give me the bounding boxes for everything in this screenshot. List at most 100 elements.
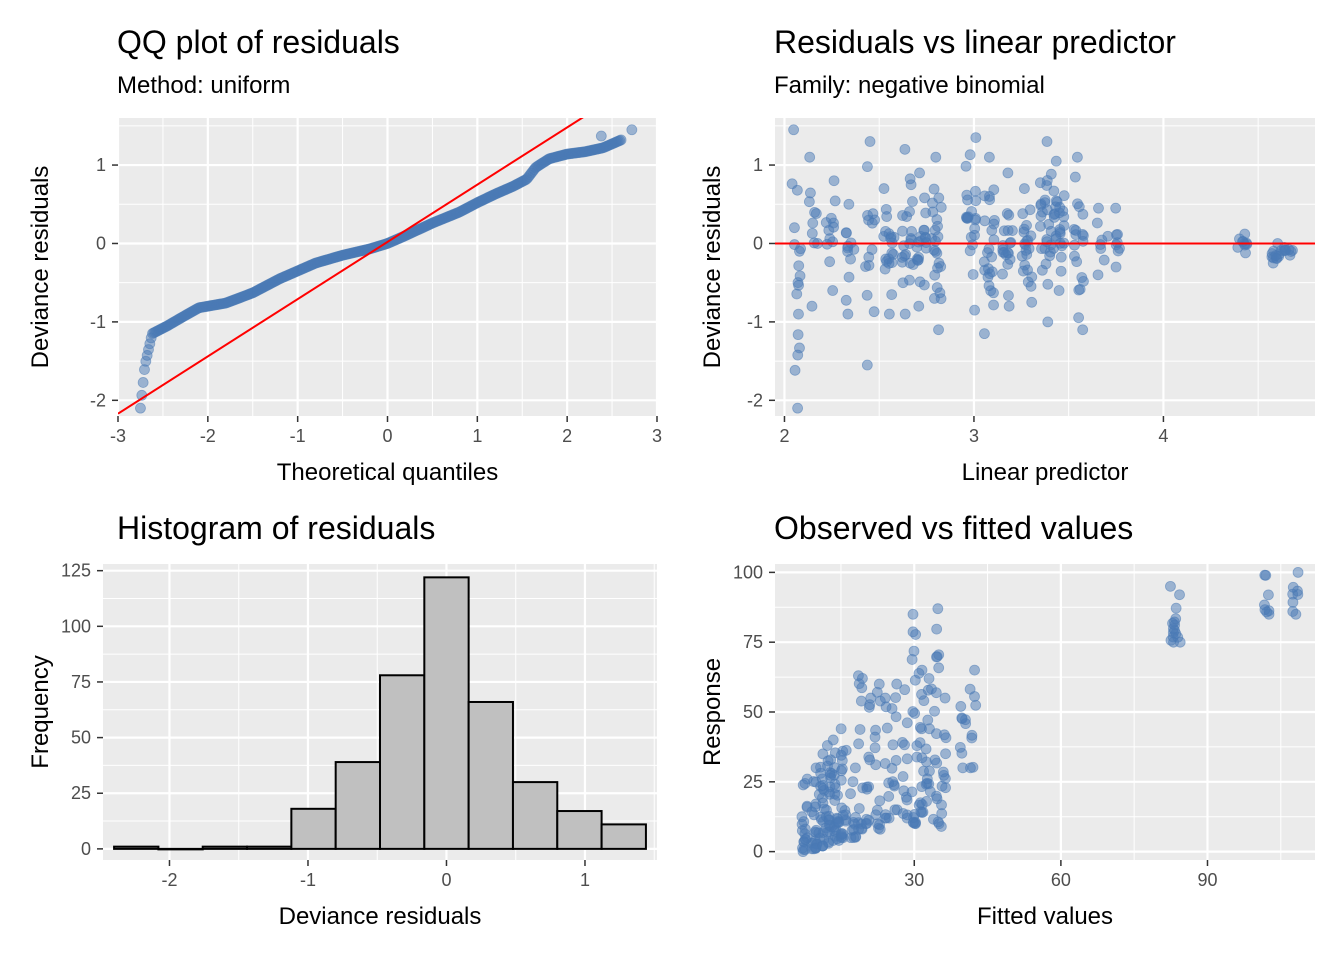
resid-vs-lp-point (933, 324, 944, 336)
obs-vs-fit-point (854, 724, 866, 735)
resid-vs-lp-svg: 2 3 4 -2 -1 0 1 Linear predictor Deviance residu… (699, 118, 1315, 486)
resid-vs-lp-point (1058, 190, 1070, 202)
resid-vs-lp-point (1017, 208, 1029, 220)
resid-vs-lp-point (1076, 272, 1088, 283)
resid-vs-lp-point (878, 183, 890, 194)
resid-vs-lp-point (793, 260, 805, 272)
obs-vs-fit-point (891, 678, 903, 690)
obs-vs-fit-point (881, 722, 893, 734)
resid-vs-lp-point (792, 349, 804, 361)
resid-vs-lp-point (1053, 285, 1065, 296)
obs-vs-fit-point (1174, 589, 1185, 601)
resid-vs-lp-point (1091, 217, 1103, 229)
obs-vs-fit-point (901, 753, 913, 765)
resid-vs-lp-point (883, 308, 895, 320)
obs-vs-fit-point (849, 762, 861, 774)
resid-vs-lp-point (863, 251, 875, 263)
obs-vs-fit-point (799, 823, 811, 835)
obs-vs-fit-points-layer (796, 566, 1304, 858)
histogram-bar (290, 807, 337, 850)
resid-vs-lp-point (1050, 155, 1062, 167)
qq-x-tick-label: -3 (110, 426, 126, 446)
qq-x-tick-label: -1 (290, 426, 306, 446)
qq-reference-line (118, 118, 584, 415)
qq-point (595, 130, 607, 142)
resid-vs-lp-point (862, 210, 873, 221)
histogram-bar (113, 845, 160, 850)
obs-vs-fit-point (835, 723, 847, 735)
hist-y-tick-label: 50 (71, 728, 91, 748)
obs-vs-fit-point (964, 683, 976, 695)
resid-vs-lp-point (1098, 254, 1110, 266)
qq-x-tick-label: 1 (472, 426, 482, 446)
obs-vs-fit-point (836, 763, 848, 775)
resid-vs-lp-point (1003, 290, 1014, 301)
obs-vs-fit-point (924, 765, 935, 777)
resid-vs-lp-point (1055, 265, 1067, 277)
hist-x-tick-label: -1 (300, 870, 316, 890)
obs-vs-fit-point (906, 654, 918, 665)
histogram-bar (511, 781, 559, 850)
histogram-bar (556, 810, 603, 850)
resid-vs-lp-point (979, 328, 990, 340)
resid-vs-lp-point (897, 225, 908, 237)
resid-vs-lp-point (789, 239, 800, 250)
obs-vs-fit-point (940, 748, 951, 760)
qq-plot-title: QQ plot of residuals (117, 24, 400, 60)
obs-vs-fit-point (870, 724, 881, 736)
obs-vs-fit-point (863, 751, 875, 763)
resid-vs-lp-point (967, 269, 979, 280)
resid-vs-lp-point (1036, 243, 1047, 255)
obs-vs-fit-point (797, 842, 808, 854)
qq-y-tick-label: 1 (96, 155, 106, 175)
obs-vs-fit-point (899, 684, 911, 696)
histogram-bar (423, 576, 470, 850)
resid-vs-lp-points-layer (786, 124, 1298, 414)
resid-vs-lp-point (828, 221, 840, 233)
resid-vs-lp-point (1071, 151, 1083, 163)
obs-vs-fit-point (908, 812, 919, 823)
resid-vs-lp-point (913, 300, 925, 312)
resid-vs-lp-point (904, 173, 916, 185)
resid-vs-lp-point (829, 195, 841, 207)
resid-vs-lp-point (927, 206, 939, 218)
obs-vs-fit-point (890, 692, 901, 703)
obs-vs-fit-point (870, 809, 882, 821)
qq-x-tick-label: -2 (200, 426, 216, 446)
resid-vs-lp-point (1050, 233, 1062, 245)
resid-vs-lp-point (979, 215, 991, 227)
resid-vs-lp-point (928, 244, 940, 256)
resid-vs-lp-x-axis-title: Linear predictor (962, 459, 1129, 486)
obs-vs-fit-point (1263, 589, 1274, 601)
resid-vs-lp-point (1077, 235, 1089, 247)
resid-vs-lp-point (1285, 246, 1297, 257)
resid-vs-lp-point (962, 212, 973, 224)
resid-vs-lp-point (988, 299, 999, 311)
resid-vs-lp-point (792, 402, 804, 414)
obs-vs-fit-point (931, 651, 943, 663)
resid-vs-lp-point (1022, 276, 1034, 288)
resid-vs-lp-x-tick-label: 3 (969, 426, 979, 446)
obs-vs-fit-point (883, 791, 895, 802)
resid-vs-lp-point (1002, 225, 1014, 236)
obs-vs-fit-point (930, 687, 942, 699)
obs-vs-fit-point (897, 808, 909, 819)
resid-vs-lp-point (1058, 211, 1070, 223)
obs-vs-fit-y-tick-label: 50 (743, 702, 763, 722)
obs-vs-fit-point (1170, 602, 1182, 614)
resid-vs-lp-point (1077, 208, 1089, 220)
histogram-title: Histogram of residuals (117, 510, 436, 546)
histogram-bar (600, 823, 647, 850)
resid-vs-lp-point (1055, 251, 1067, 263)
resid-vs-lp-point (792, 277, 804, 288)
qq-y-tick-label: 0 (96, 233, 106, 253)
resid-vs-lp-point (983, 151, 995, 163)
resid-vs-lp-point (1039, 197, 1051, 209)
resid-vs-lp-point (1003, 300, 1015, 312)
obs-vs-fit-point (910, 629, 922, 640)
obs-vs-fit-title: Observed vs fitted values (774, 510, 1134, 546)
obs-vs-fit-point (922, 714, 934, 726)
qq-y-tick-label: -2 (90, 390, 106, 410)
obs-vs-fit-point (966, 732, 978, 744)
resid-vs-lp-x-tick-label: 2 (779, 426, 789, 446)
